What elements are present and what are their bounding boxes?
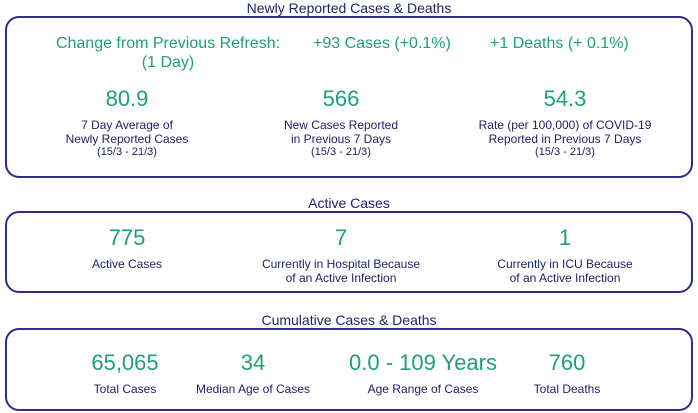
stat-value: 566 — [322, 86, 360, 111]
stat-age-range: 0.0 - 109 Years Age Range of Cases — [333, 350, 513, 396]
change-deaths: +1 Deaths (+ 0.1%) — [490, 35, 629, 52]
stat-value: 775 — [108, 225, 146, 250]
cumulative-section-title: Cumulative Cases & Deaths — [261, 312, 437, 328]
stat-in-icu: 1 Currently in ICU Because of an Active … — [465, 225, 665, 285]
stat-label-line1: Rate (per 100,000) of COVID-19 — [478, 118, 652, 132]
change-label-line2: (1 Day) — [141, 54, 195, 71]
stat-label: Total Deaths — [533, 382, 601, 396]
reported-panel: Change from Previous Refresh: (1 Day) +9… — [5, 16, 693, 178]
stat-rate-per-100k: 54.3 Rate (per 100,000) of COVID-19 Repo… — [455, 86, 675, 159]
stat-in-hospital: 7 Currently in Hospital Because of an Ac… — [241, 225, 441, 285]
stat-7day-average: 80.9 7 Day Average of Newly Reported Cas… — [27, 86, 227, 159]
change-cases: +93 Cases (+0.1%) — [313, 35, 451, 52]
stat-label-line1: Currently in ICU Because — [497, 257, 633, 271]
stat-value: 80.9 — [105, 86, 149, 111]
stat-period: (15/3 - 21/3) — [97, 146, 157, 158]
stat-value: 1 — [558, 225, 572, 250]
stat-value: 65,065 — [91, 350, 159, 375]
stat-value: 34 — [240, 350, 266, 375]
stat-label-line2: in Previous 7 Days — [290, 132, 392, 146]
stat-label-line2: of an Active Infection — [285, 271, 397, 285]
stat-label-line1: New Cases Reported — [283, 118, 399, 132]
stat-new-cases-7days: 566 New Cases Reported in Previous 7 Day… — [241, 86, 441, 159]
stat-label: Age Range of Cases — [367, 382, 479, 396]
stat-label: Median Age of Cases — [195, 382, 311, 396]
stat-label-line2: Reported in Previous 7 Days — [488, 132, 642, 146]
stat-median-age: 34 Median Age of Cases — [183, 350, 323, 396]
stat-label-line2: Newly Reported Cases — [65, 132, 189, 146]
active-panel: 775 Active Cases 7 Currently in Hospital… — [5, 211, 693, 293]
stat-period: (15/3 - 21/3) — [535, 146, 595, 158]
stat-period: (15/3 - 21/3) — [311, 146, 371, 158]
stat-label-line1: Active Cases — [91, 257, 163, 271]
active-section-title: Active Cases — [308, 195, 390, 211]
stat-value: 54.3 — [543, 86, 587, 111]
stat-label-line1: Currently in Hospital Because — [261, 257, 421, 271]
cumulative-panel: 65,065 Total Cases 34 Median Age of Case… — [5, 328, 693, 411]
stat-label: Total Cases — [93, 382, 157, 396]
stat-value: 7 — [334, 225, 348, 250]
stat-active-cases: 775 Active Cases — [27, 225, 227, 271]
stat-total-cases: 65,065 Total Cases — [55, 350, 195, 396]
stat-label-line1: 7 Day Average of — [81, 118, 173, 132]
stat-value: 0.0 - 109 Years — [348, 350, 497, 375]
stat-value: 760 — [548, 350, 586, 375]
reported-section-title: Newly Reported Cases & Deaths — [246, 0, 452, 16]
stat-total-deaths: 760 Total Deaths — [497, 350, 637, 396]
stat-label-line2: of an Active Infection — [509, 271, 621, 285]
change-label-line1: Change from Previous Refresh: — [55, 35, 281, 52]
change-label: Change from Previous Refresh: (1 Day) — [43, 34, 293, 72]
